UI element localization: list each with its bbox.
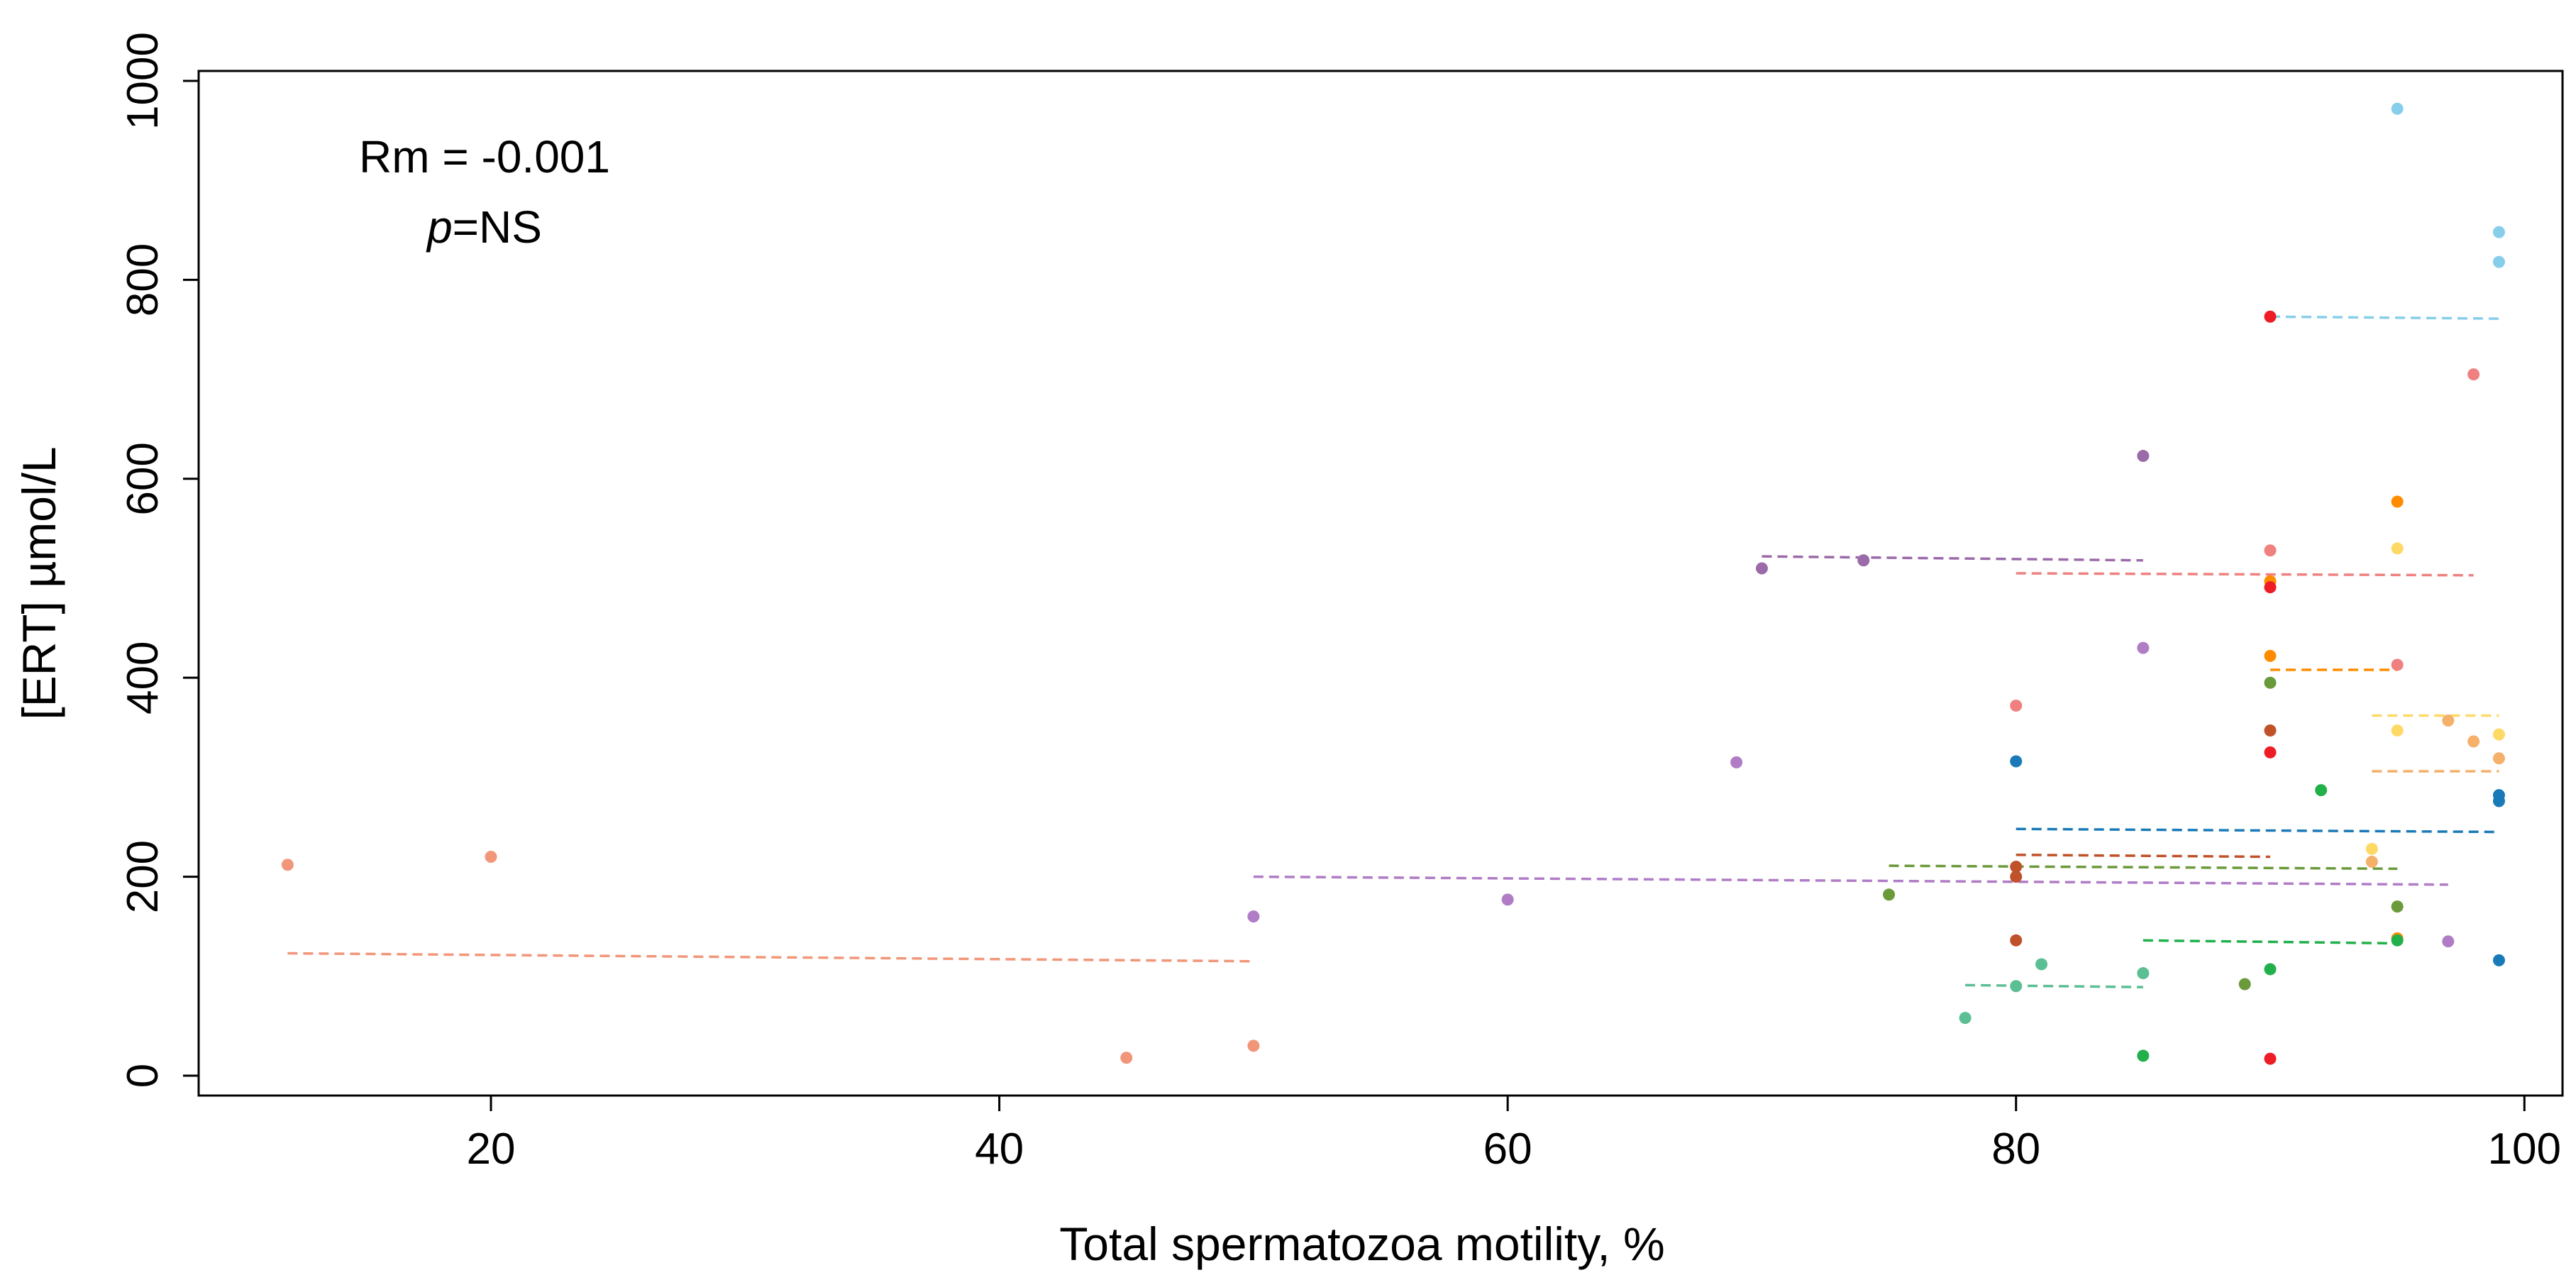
data-point-s5 [2391,102,2404,115]
p-annotation-value: =NS [453,202,542,253]
data-point-s6 [2492,954,2505,966]
data-point-s3 [1857,554,1870,567]
data-point-s13 [2137,1049,2150,1062]
x-tick-label: 80 [1991,1125,2040,1174]
data-point-s10 [2264,581,2277,594]
y-tick-label: 600 [118,442,167,515]
data-point-s8 [2391,542,2404,555]
x-tick-label: 60 [1483,1125,1532,1174]
x-tick-label: 40 [975,1125,1024,1174]
y-tick-label: 400 [118,641,167,714]
fit-line-s4 [2016,572,2474,577]
data-point-s8 [2391,724,2404,737]
data-point-s11 [2010,934,2023,947]
fit-line-s12 [1889,864,2398,871]
data-point-s14 [2035,958,2048,971]
fit-lines [287,315,2499,988]
p-annotation: p=NS [426,202,542,253]
data-point-s1 [485,851,497,864]
data-point-s3 [2137,450,2150,463]
data-point-s2 [1730,756,1743,768]
fit-line-s2 [1253,875,2448,886]
data-point-s9 [2442,714,2455,727]
data-point-s12 [2264,676,2277,689]
fit-line-s13 [2143,939,2398,945]
data-point-s4 [2264,544,2277,557]
data-point-s4 [2391,658,2404,671]
data-point-s7 [2391,495,2404,508]
data-point-s1 [1247,1039,1260,1052]
data-point-s9 [2365,856,2378,868]
data-points [281,102,2505,1065]
x-tick-label: 100 [2488,1125,2561,1174]
data-point-s13 [2315,784,2328,797]
x-tick-label: 20 [467,1125,516,1174]
data-point-s4 [2467,368,2480,381]
fit-line-s3 [1762,555,2143,562]
data-point-s9 [2467,735,2480,748]
data-point-s12 [1883,888,1896,901]
data-point-s11 [2010,861,2023,873]
data-point-s12 [2391,900,2404,913]
data-point-s10 [2264,1052,2277,1065]
data-point-s11 [2264,724,2277,737]
fit-line-s11 [2016,853,2270,859]
data-point-s2 [1247,910,1260,923]
data-point-s8 [2365,842,2378,855]
data-point-s6 [2010,755,2023,768]
data-point-s13 [2391,934,2404,947]
data-point-s11 [2010,871,2023,883]
data-point-s14 [2137,967,2150,980]
data-point-s1 [1120,1052,1133,1064]
y-axis-title: [ERT] µmol/L [13,446,65,719]
y-tick-label: 0 [118,1064,167,1088]
p-annotation-italic: p [426,202,453,253]
data-point-s14 [1959,1012,1972,1025]
fit-line-s14 [1965,983,2143,988]
data-point-s5 [2492,255,2505,268]
data-point-s7 [2264,649,2277,662]
fit-line-s5 [2270,315,2499,320]
data-point-s9 [2492,752,2505,765]
y-tick-label: 200 [118,840,167,913]
data-point-s5 [2492,226,2505,238]
data-point-s3 [1755,562,1768,575]
data-point-s8 [2492,728,2505,741]
data-point-s10 [2264,746,2277,759]
data-point-s14 [2010,980,2023,993]
fit-line-s1 [287,952,1254,963]
data-point-s2 [2137,641,2150,654]
x-axis-title: Total spermatozoa motility, % [1059,1218,1664,1270]
rm-annotation: Rm = -0.001 [359,131,610,182]
data-point-s2 [2442,935,2455,948]
plot-frame [197,70,2564,1097]
data-point-s10 [2264,310,2277,323]
fit-line-s6 [2016,827,2499,834]
data-point-s13 [2264,963,2277,976]
y-tick-label: 1000 [118,32,167,130]
y-tick-label: 800 [118,243,167,316]
data-point-s12 [2238,978,2251,991]
data-point-s4 [2010,699,2023,712]
data-point-s1 [281,859,294,871]
data-point-s2 [1501,893,1514,906]
data-point-s6 [2492,795,2505,807]
